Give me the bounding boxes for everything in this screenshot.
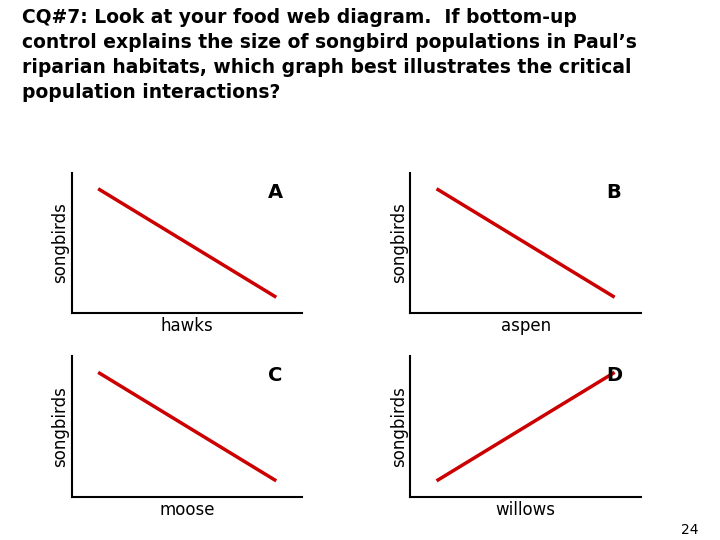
X-axis label: hawks: hawks (161, 318, 214, 335)
X-axis label: moose: moose (159, 501, 215, 519)
Text: CQ#7: Look at your food web diagram.  If bottom-up
control explains the size of : CQ#7: Look at your food web diagram. If … (22, 8, 636, 102)
Y-axis label: songbirds: songbirds (51, 202, 69, 284)
Y-axis label: songbirds: songbirds (51, 386, 69, 467)
Text: B: B (606, 183, 621, 201)
Y-axis label: songbirds: songbirds (390, 386, 408, 467)
Text: 24: 24 (681, 523, 698, 537)
Text: A: A (268, 183, 283, 201)
Text: C: C (268, 366, 282, 385)
X-axis label: willows: willows (495, 501, 556, 519)
Y-axis label: songbirds: songbirds (390, 202, 408, 284)
X-axis label: aspen: aspen (500, 318, 551, 335)
Text: D: D (606, 366, 622, 385)
